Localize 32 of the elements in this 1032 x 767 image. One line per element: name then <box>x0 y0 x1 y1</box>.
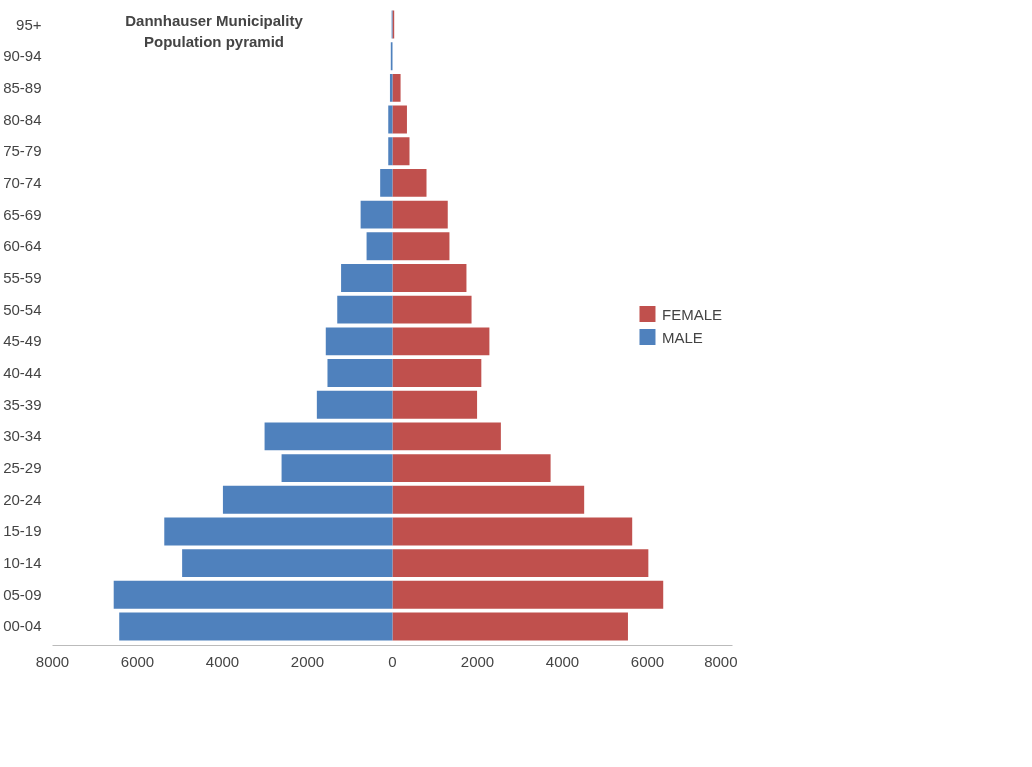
y-tick-label: 45-49 <box>3 332 42 350</box>
y-tick-label: 20-24 <box>3 490 42 508</box>
x-tick-label: 4000 <box>205 652 240 670</box>
y-tick-label: 35-39 <box>3 395 42 413</box>
y-tick-label: 30-34 <box>3 427 42 445</box>
y-tick-label: 15-19 <box>3 522 42 540</box>
y-tick-label: 50-54 <box>3 300 42 318</box>
x-tick-label: 4000 <box>545 652 580 670</box>
x-tick-label: 2000 <box>290 652 325 670</box>
x-tick-label: 8000 <box>704 652 738 670</box>
y-tick-label: 65-69 <box>3 205 42 223</box>
y-tick-label: 75-79 <box>3 142 42 160</box>
y-tick-label: 55-59 <box>3 268 42 286</box>
y-tick-label: 60-64 <box>3 237 42 255</box>
y-tick-label: 80-84 <box>3 110 42 128</box>
y-tick-label: 95+ <box>16 15 42 33</box>
y-tick-label: 00-04 <box>3 617 42 635</box>
legend-label: FEMALE <box>661 305 722 322</box>
y-tick-label: 70-74 <box>3 173 42 191</box>
y-tick-label: 85-89 <box>3 78 42 96</box>
y-tick-label: 25-29 <box>3 459 42 477</box>
x-tick-label: 6000 <box>120 652 155 670</box>
y-tick-label: 40-44 <box>3 364 42 382</box>
y-tick-label: 05-09 <box>3 585 42 603</box>
text: Dannhauser Municipality Population pyramid <box>125 12 304 50</box>
x-tick-label: 0 <box>388 652 397 670</box>
x-tick-label: 6000 <box>630 652 665 670</box>
y-tick-label: 10-14 <box>3 554 42 572</box>
x-tick-label: 2000 <box>460 652 495 670</box>
x-tick-label: 8000 <box>35 652 70 670</box>
y-tick-label: 90-94 <box>3 47 42 65</box>
legend-label: MALE <box>661 328 703 345</box>
